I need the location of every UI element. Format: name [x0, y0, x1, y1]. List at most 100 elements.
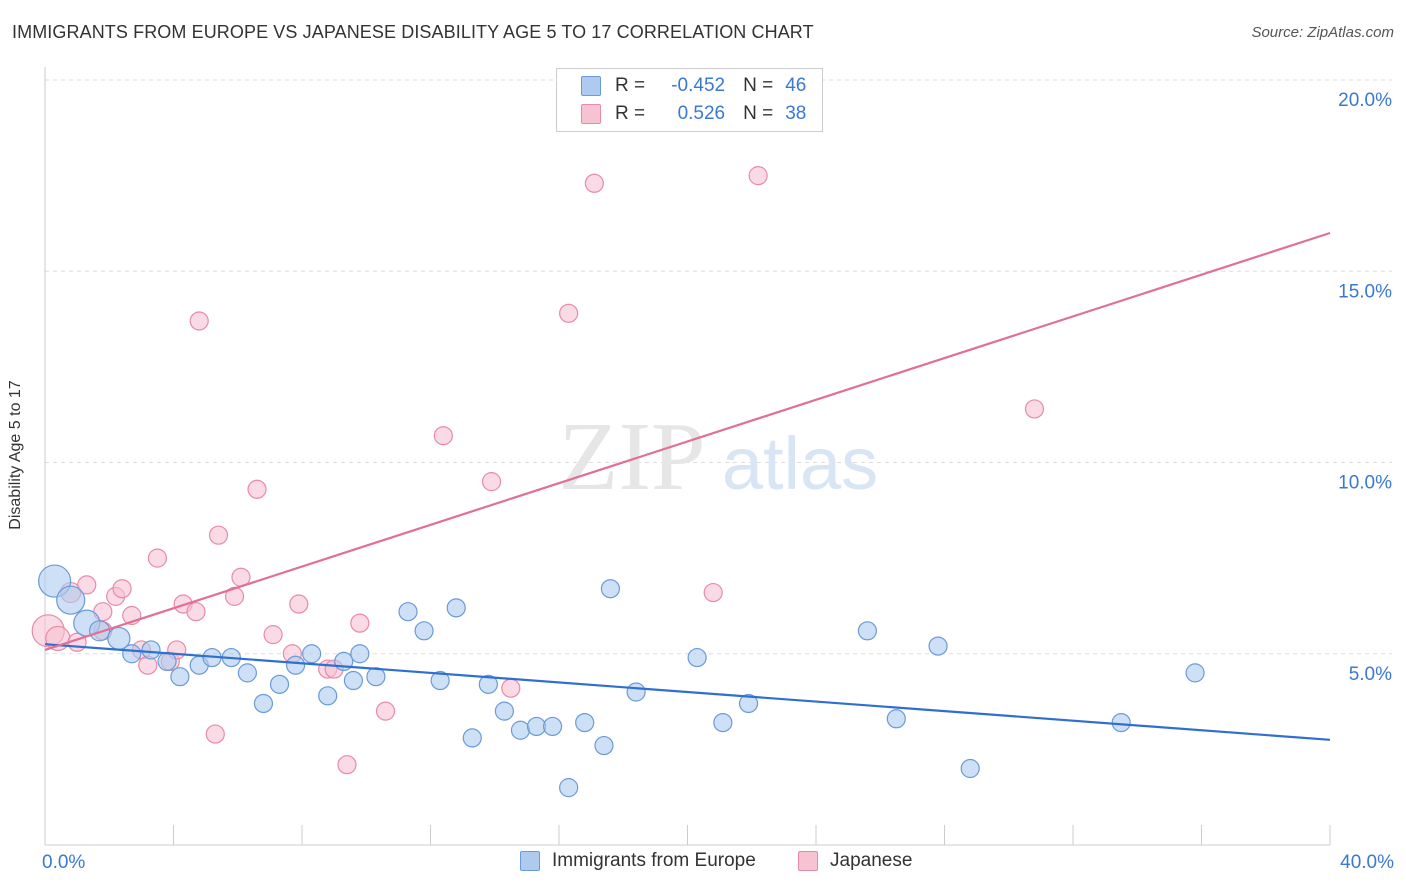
japanese-point: [501, 678, 521, 698]
n-label: N =: [743, 75, 774, 96]
europe-point: [886, 709, 906, 729]
europe-point: [594, 735, 614, 756]
watermark-atlas: atlas: [722, 422, 878, 505]
y-tick-label: 15.0%: [1338, 281, 1392, 302]
europe-point: [494, 701, 514, 721]
europe-point: [738, 693, 759, 714]
stats-legend: R = -0.452 N = 46 R = 0.526 N = 38: [556, 68, 823, 132]
japanese-point: [189, 311, 209, 331]
europe-point: [157, 651, 177, 672]
japanese-point: [748, 166, 768, 186]
europe-point: [253, 693, 274, 714]
europe-point: [1185, 663, 1205, 683]
europe-point: [446, 598, 466, 618]
r-label: R =: [615, 75, 646, 96]
source-label: Source: ZipAtlas.com: [1251, 24, 1394, 41]
europe-point: [398, 602, 418, 622]
europe-point: [526, 716, 547, 737]
japanese-point: [289, 594, 309, 614]
japanese-point: [1024, 399, 1045, 419]
europe-point: [269, 674, 290, 694]
europe-point: [857, 621, 878, 641]
europe-point: [462, 728, 482, 748]
stats-row-japanese: R = 0.526 N = 38: [557, 100, 806, 128]
europe-point: [350, 644, 370, 664]
legend-label-europe: Immigrants from Europe: [552, 850, 756, 871]
stats-row-europe: R = -0.452 N = 46: [557, 72, 806, 100]
europe-point: [478, 674, 498, 694]
japanese-trend-line: [44, 231, 1331, 651]
legend-label-japanese: Japanese: [830, 850, 913, 871]
europe-point: [960, 758, 980, 779]
europe-point: [510, 720, 531, 740]
japanese-point: [186, 602, 206, 622]
r-value: -0.452: [671, 75, 726, 96]
japanese-point: [112, 579, 132, 599]
n-value: 46: [785, 75, 807, 96]
europe-point: [600, 579, 621, 599]
japanese-point: [247, 479, 267, 499]
watermark: ZIP atlas: [559, 403, 879, 511]
japanese-point: [481, 472, 502, 492]
europe-point: [1111, 712, 1131, 733]
europe-point: [542, 716, 563, 737]
series-legend: Immigrants from Europe Japanese: [0, 850, 1406, 878]
watermark-zip: ZIP: [559, 403, 706, 511]
japanese-point: [263, 625, 283, 645]
europe-point: [575, 712, 595, 733]
europe-point: [626, 682, 646, 702]
japanese-point: [559, 303, 579, 323]
y-tick-label: 20.0%: [1338, 90, 1392, 111]
japanese-point: [337, 755, 357, 775]
gridlines: [45, 79, 1392, 655]
axes: [44, 67, 1331, 846]
japanese-swatch: [581, 104, 601, 124]
europe-point: [366, 667, 386, 687]
y-tick-labels: 5.0% 10.0% 15.0% 20.0%: [1338, 90, 1392, 685]
europe-point: [56, 585, 86, 615]
y-tick-label: 10.0%: [1338, 473, 1392, 494]
japanese-point: [208, 525, 229, 545]
chart-title: IMMIGRANTS FROM EUROPE VS JAPANESE DISAB…: [12, 22, 814, 42]
japanese-legend-swatch: [798, 851, 818, 871]
europe-point: [343, 670, 363, 691]
europe-point: [414, 621, 434, 641]
japanese-point: [375, 701, 396, 721]
japanese-point: [147, 548, 168, 568]
japanese-point: [77, 575, 97, 595]
data-points: [31, 166, 1205, 798]
japanese-point: [584, 173, 604, 193]
legend-item-japanese[interactable]: Japanese: [798, 850, 912, 872]
europe-trend-line: [44, 643, 1331, 741]
europe-point: [559, 778, 579, 798]
europe-point: [285, 655, 306, 675]
europe-point: [89, 620, 111, 642]
europe-point: [237, 663, 257, 683]
n-value: 38: [785, 103, 807, 124]
europe-point: [170, 667, 190, 687]
japanese-point: [703, 582, 723, 603]
x-tick-label-max: 40.0%: [1340, 852, 1394, 873]
y-tick-label: 5.0%: [1349, 664, 1392, 685]
trend-lines: [44, 231, 1331, 741]
europe-point: [122, 644, 142, 664]
europe-swatch: [581, 76, 601, 96]
europe-point: [713, 712, 733, 733]
legend-item-europe[interactable]: Immigrants from Europe: [520, 850, 756, 872]
japanese-point: [433, 426, 453, 446]
x-tick-label-min: 0.0%: [42, 852, 86, 873]
y-axis-label: Disability Age 5 to 17: [7, 380, 24, 530]
europe-point: [141, 640, 161, 660]
europe-point: [928, 636, 948, 656]
europe-point: [687, 647, 707, 668]
japanese-point: [205, 724, 225, 744]
n-label: N =: [743, 103, 774, 124]
japanese-point: [350, 613, 370, 633]
r-label: R =: [615, 103, 646, 124]
europe-point: [318, 686, 338, 706]
europe-legend-swatch: [520, 851, 540, 871]
europe-point: [302, 644, 322, 664]
r-value: 0.526: [677, 103, 726, 124]
europe-point: [430, 670, 450, 691]
